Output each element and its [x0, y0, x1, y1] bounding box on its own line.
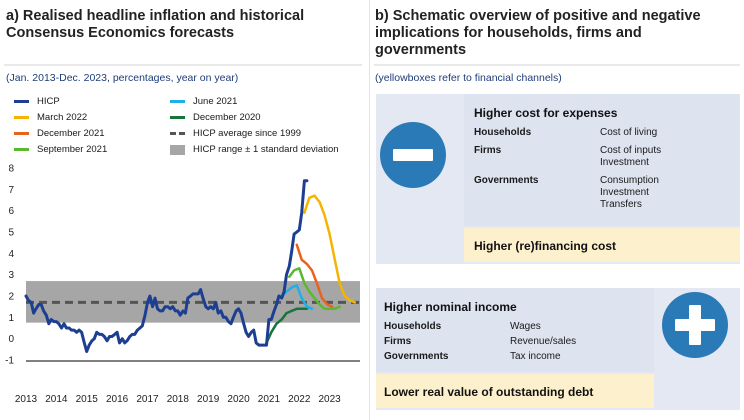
negative-financial-label: Higher (re)financing cost	[474, 239, 617, 253]
negative-row-firms-value: Cost of inputs Investment	[600, 145, 662, 168]
series-line-june-2021	[280, 284, 314, 311]
series-line-december-2020	[265, 307, 309, 345]
legend-item-september-2021: September 2021	[14, 144, 107, 155]
plus-circle-icon	[662, 292, 728, 358]
legend-item-june-2021: June 2021	[170, 96, 237, 107]
plus-glyph	[675, 305, 715, 345]
x-tick-label: 2023	[319, 394, 342, 405]
legend-label-hicp: HICP	[37, 96, 60, 107]
legend-swatch-march-2022	[14, 116, 29, 119]
y-tick-label: 8	[8, 164, 14, 175]
legend-label-march-2022: March 2022	[37, 112, 88, 123]
legend-label-june-2021: June 2021	[193, 96, 238, 107]
y-tick-label: -1	[5, 356, 14, 367]
panel-a-title: a) Realised headline inflation and histo…	[6, 8, 305, 41]
x-tick-label: 2015	[76, 394, 99, 405]
positive-row-households-label: Households	[384, 321, 442, 332]
y-tick-label: 7	[8, 185, 14, 196]
x-tick-label: 2020	[227, 394, 250, 405]
x-tick-label: 2017	[136, 394, 159, 405]
y-tick-label: 3	[8, 270, 14, 281]
positive-row-firms-label: Firms	[384, 336, 412, 347]
series-line-december-2021	[295, 243, 334, 308]
negative-list-area	[464, 94, 740, 226]
negative-row-households-label: Households	[474, 127, 532, 138]
positive-financial-box	[376, 374, 654, 408]
y-tick-label: 4	[8, 249, 14, 260]
panel-b-rule	[374, 64, 740, 66]
positive-row-households-value: Wages	[510, 321, 541, 332]
series-line-september-2021	[288, 267, 341, 311]
negative-financial-box	[464, 228, 740, 262]
positive-row-firms-value: Revenue/sales	[510, 336, 577, 347]
legend-swatch-december-2021	[14, 132, 29, 135]
x-tick-label: 2013	[15, 394, 38, 405]
y-tick-label: 0	[8, 334, 14, 345]
inflation-chart: -1 0 1 2 3 4 5 6 7 8 2013 2014 2015 2016 2017 2018 2019 2…	[5, 164, 360, 405]
hicp-range-band	[26, 281, 360, 323]
positive-list-area	[376, 288, 654, 372]
panel-b-title: b) Schematic overview of positive and ne…	[375, 8, 701, 58]
legend-item-hicp: HICP	[14, 96, 60, 107]
legend-swatch-december-2020	[170, 116, 185, 119]
x-tick-label: 2019	[197, 394, 220, 405]
legend-swatch-june-2021	[170, 100, 185, 103]
negative-row-governments-label: Governments	[474, 175, 539, 186]
legend-item-december-2021: December 2021	[14, 128, 105, 139]
positive-row-governments-value: Tax income	[510, 351, 561, 362]
legend-swatch-september-2021	[14, 148, 29, 151]
legend-swatch-hicp	[14, 100, 29, 103]
legend-item-december-2020: December 2020	[170, 112, 261, 123]
series-line-hicp	[24, 179, 309, 353]
legend-label-december-2020: December 2020	[193, 112, 261, 123]
negative-row-governments-value: Consumption Investment Transfers	[600, 175, 659, 210]
y-tick-label: 5	[8, 228, 14, 239]
x-tick-label: 2018	[167, 394, 190, 405]
panel-a-rule	[4, 64, 362, 66]
y-tick-label: 1	[8, 313, 14, 324]
positive-financial-label: Lower real value of outstanding debt	[384, 385, 594, 399]
negative-heading: Higher cost for expenses	[474, 106, 618, 120]
minus-circle-icon	[380, 122, 446, 188]
legend-label-september-2021: September 2021	[37, 144, 108, 155]
legend-label-december-2021: December 2021	[37, 128, 105, 139]
legend-swatch-hicp-average	[170, 132, 185, 135]
negative-row-households-value: Cost of living	[600, 127, 658, 138]
y-tick-label: 6	[8, 206, 14, 217]
legend-item-hicp-average: HICP average since 1999	[170, 128, 301, 139]
legend-swatch-hicp-range	[170, 144, 185, 155]
x-tick-label: 2016	[106, 394, 129, 405]
legend-label-hicp-range: HICP range ± 1 standard deviation	[193, 144, 339, 155]
x-tick-label: 2021	[258, 394, 281, 405]
x-tick-label: 2022	[288, 394, 311, 405]
series-line-march-2022	[303, 194, 357, 304]
positive-heading: Higher nominal income	[384, 300, 517, 314]
x-tick-label: 2014	[45, 394, 68, 405]
panel-divider	[369, 0, 370, 420]
legend-item-march-2022: March 2022	[14, 112, 87, 123]
legend-item-hicp-range: HICP range ± 1 standard deviation	[170, 144, 339, 155]
negative-row-firms-label: Firms	[474, 145, 502, 156]
minus-glyph	[393, 149, 433, 161]
panel-a-subtitle: (Jan. 2013-Dec. 2023, percentages, year …	[6, 72, 239, 84]
panel-b-subtitle: (yellowboxes refer to financial channels…	[375, 72, 562, 84]
legend-label-hicp-average: HICP average since 1999	[193, 128, 302, 139]
positive-row-governments-label: Governments	[384, 351, 449, 362]
y-tick-label: 2	[8, 292, 14, 303]
